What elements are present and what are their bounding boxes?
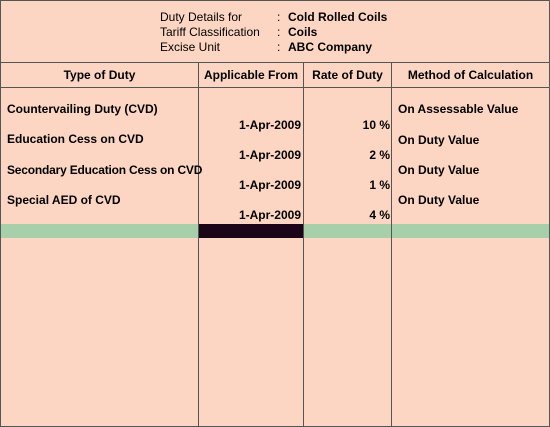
duty-type: Secondary Education Cess on CVD	[7, 163, 203, 177]
table-header: Type of Duty Applicable From Rate of Dut…	[1, 64, 549, 86]
info-row-excise-unit: Excise Unit: ABC Company	[160, 40, 387, 55]
excise-unit-value: ABC Company	[288, 40, 373, 54]
excise-unit-label: Excise Unit	[160, 40, 221, 54]
duty-details-value: Cold Rolled Coils	[288, 10, 388, 24]
tariff-classification-value: Coils	[288, 25, 318, 39]
separator-colon: :	[277, 25, 281, 39]
duty-type: Countervailing Duty (CVD)	[7, 102, 158, 116]
calculation-method: On Duty Value	[398, 193, 480, 207]
column-header-type-of-duty: Type of Duty	[63, 68, 136, 82]
applicable-from-date: 1-Apr-2009	[238, 178, 301, 192]
duty-info-block: Duty Details for: Cold Rolled Coils Tarif…	[160, 10, 387, 55]
duty-rate: 2 %	[369, 148, 390, 162]
duty-details-label: Duty Details for	[160, 10, 243, 24]
duty-type: Special AED of CVD	[7, 193, 121, 207]
applicable-from-date: 1-Apr-2009	[238, 148, 301, 162]
applicable-from-date: 1-Apr-2009	[238, 208, 301, 222]
table-gridlines	[1, 62, 549, 426]
table-top-border	[1, 62, 549, 63]
duty-rate: 10 %	[362, 118, 390, 132]
duty-type: Education Cess on CVD	[7, 132, 144, 146]
info-row-tariff: Tariff Classification: Coils	[160, 25, 387, 40]
separator-colon: :	[277, 40, 281, 54]
applicable-from-date: 1-Apr-2009	[238, 118, 301, 132]
duty-table: Type of Duty Applicable From Rate of Dut…	[1, 62, 549, 426]
column-header-applicable-from: Applicable From	[203, 68, 298, 82]
calculation-method: On Assessable Value	[398, 102, 519, 116]
separator-colon: :	[277, 10, 281, 24]
column-divider	[303, 62, 304, 426]
header-bottom-border	[1, 87, 549, 88]
tariff-classification-label: Tariff Classification	[160, 25, 260, 39]
column-divider	[391, 62, 392, 426]
duty-rate: 1 %	[369, 178, 390, 192]
column-header-rate-of-duty: Rate of Duty	[312, 68, 383, 82]
column-header-method-of-calculation: Method of Calculation	[407, 68, 534, 82]
calculation-method: On Duty Value	[398, 133, 480, 147]
calculation-method: On Duty Value	[398, 163, 480, 177]
applicable-from-input-cursor[interactable]	[199, 224, 303, 238]
column-divider	[198, 62, 199, 426]
duty-rate: 4 %	[369, 208, 390, 222]
info-row-duty-details: Duty Details for: Cold Rolled Coils	[160, 10, 387, 25]
